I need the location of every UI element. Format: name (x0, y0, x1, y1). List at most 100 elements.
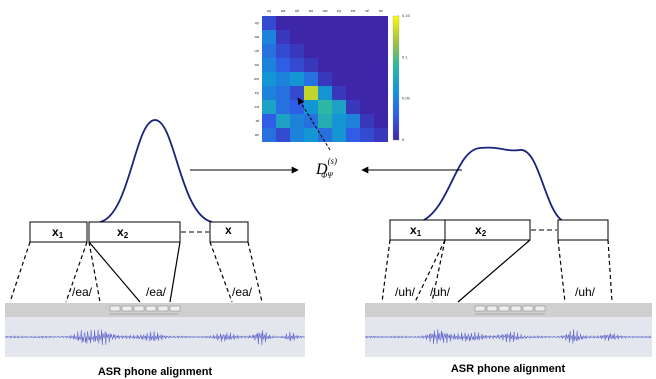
heatmap-cell (360, 58, 374, 72)
colorbar-tick-label: 0.05 (402, 96, 411, 101)
heatmap-cell (304, 114, 318, 128)
heatmap-cell (290, 44, 304, 58)
row-label: oy (255, 20, 259, 25)
colorbar (393, 16, 399, 140)
row-label: ao (255, 62, 260, 67)
heatmap-cell (332, 44, 346, 58)
heatmap-cell (290, 128, 304, 142)
connectors (10, 240, 612, 302)
heatmap-cell (318, 58, 332, 72)
heatmap-cell (290, 72, 304, 86)
column-label: ey (337, 8, 341, 13)
alignment-tick (511, 306, 521, 311)
caption: ASR phone alignment (98, 366, 213, 378)
phone-label: /ea/ (232, 285, 253, 299)
alignment-tick (122, 306, 132, 311)
heatmap-cell (332, 100, 346, 114)
heatmap-cell (318, 72, 332, 86)
column-label: ea (351, 8, 356, 13)
heatmap-cell (374, 128, 388, 142)
heatmap-cell (276, 44, 290, 58)
heatmap-cell (332, 58, 346, 72)
heatmap-cell (304, 58, 318, 72)
phone-label: /uh/ (575, 285, 596, 299)
heatmap-cell (346, 100, 360, 114)
heatmap-cell (346, 30, 360, 44)
column-label: uh (295, 8, 299, 13)
heatmap-cell (304, 16, 318, 30)
heatmap-cell (360, 72, 374, 86)
heatmap-cell (276, 128, 290, 142)
caption: ASR phone alignment (451, 363, 566, 375)
heatmap-cell (346, 58, 360, 72)
alignment-tick (158, 306, 168, 311)
distribution-left (100, 120, 212, 222)
column-label: ax (379, 8, 383, 13)
segment-box (445, 220, 530, 240)
heatmap-cell (374, 72, 388, 86)
phone-label: /uh/ (395, 285, 416, 299)
heatmap-cell (374, 16, 388, 30)
heatmap-cell (332, 16, 346, 30)
heatmap-cell (276, 16, 290, 30)
heatmap-cell (360, 128, 374, 142)
heatmap-cell (318, 16, 332, 30)
column-label: aa (281, 8, 286, 13)
alignment-tick (475, 306, 485, 311)
colorbar-tick-label: 0.15 (402, 13, 411, 18)
distance-label: D(s)ΦΨ (315, 156, 337, 180)
heatmap-cell (360, 30, 374, 44)
row-label: uh (255, 48, 259, 53)
heatmap-cell (290, 114, 304, 128)
heatmap-cell (276, 100, 290, 114)
heatmap-cell (318, 128, 332, 142)
heatmap-cell (290, 58, 304, 72)
heatmap-cell (360, 114, 374, 128)
heatmap-cell (360, 100, 374, 114)
heatmap-cell (290, 16, 304, 30)
heatmap-cell (318, 114, 332, 128)
segment-box (558, 220, 608, 240)
heatmap-cell (346, 114, 360, 128)
heatmap-cell (360, 16, 374, 30)
heatmap-cell (318, 100, 332, 114)
heatmap-cell (318, 44, 332, 58)
heatmap-cell (332, 128, 346, 142)
row-label: ey (255, 90, 259, 95)
heatmap-cell (276, 72, 290, 86)
heatmap-cell (290, 30, 304, 44)
heatmap-cell (332, 72, 346, 86)
heatmap-cell (332, 114, 346, 128)
alignment-tick (110, 306, 120, 311)
heatmap-cell (374, 100, 388, 114)
row-label: ax (255, 132, 259, 137)
diagram: oyaauhaooweyeaafaxoyaauhaooweyeaafax00.0… (0, 0, 656, 379)
phone-label: /ea/ (72, 285, 93, 299)
row-label: ea (255, 104, 260, 109)
heatmap-cell (346, 86, 360, 100)
alignment-tick (499, 306, 509, 311)
alignment-tick (487, 306, 497, 311)
heatmap-cell (374, 114, 388, 128)
heatmap-cell (304, 44, 318, 58)
heatmap-cell (374, 86, 388, 100)
heatmap-cell (262, 44, 276, 58)
heatmap-cell (262, 114, 276, 128)
heatmap-cell (262, 72, 276, 86)
heatmap-cell (360, 86, 374, 100)
heatmap-cell (290, 86, 304, 100)
heatmap-cell (346, 128, 360, 142)
heatmap-cell (374, 44, 388, 58)
segment-label: x (225, 223, 232, 237)
heatmap-cell (332, 86, 346, 100)
row-label: ow (254, 76, 259, 81)
distribution-right (420, 148, 565, 222)
heatmap-cell (304, 30, 318, 44)
heatmap-cell (374, 30, 388, 44)
heatmap-cell (276, 30, 290, 44)
heatmap-cell (276, 86, 290, 100)
heatmap-cell (262, 30, 276, 44)
heatmap-cell (276, 114, 290, 128)
heatmap-cell (346, 44, 360, 58)
